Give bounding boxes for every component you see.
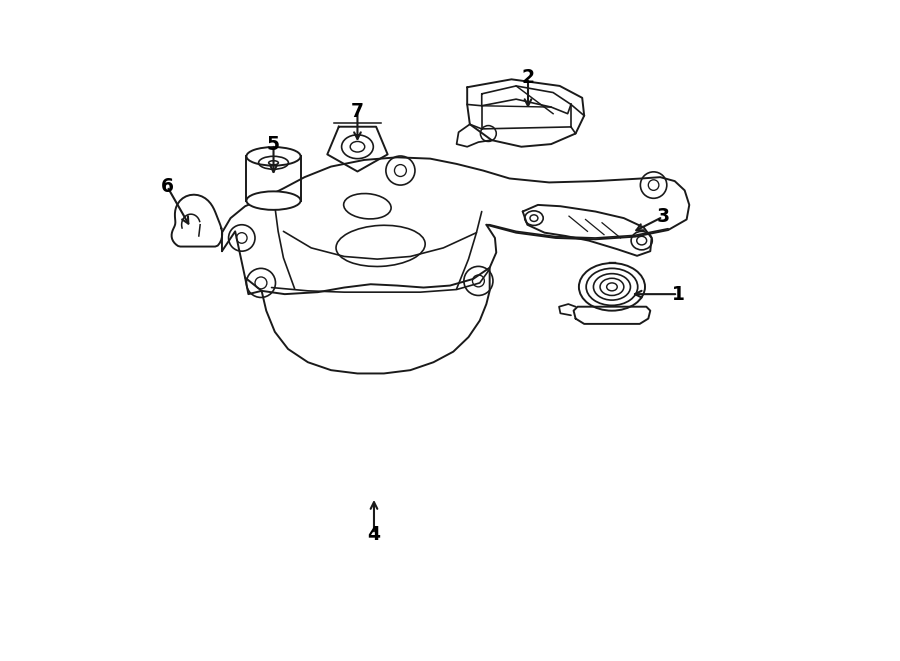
Text: 2: 2 [521,69,535,87]
Text: 3: 3 [656,208,670,226]
Text: 4: 4 [367,525,381,543]
Ellipse shape [247,192,301,210]
Text: 1: 1 [671,285,685,303]
Text: 7: 7 [351,102,364,120]
Text: 5: 5 [267,135,280,153]
Text: 6: 6 [160,177,174,196]
